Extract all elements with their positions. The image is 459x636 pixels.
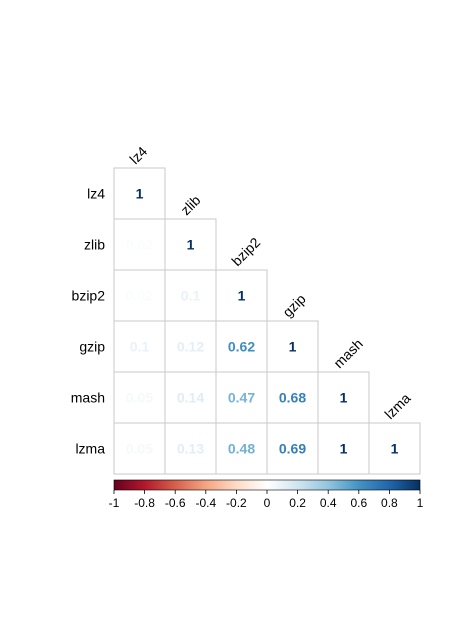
row-label-lzma: lzma — [75, 441, 105, 457]
heatmap-cell-lzma-bzip2 — [215, 422, 268, 475]
row-label-bzip2: bzip2 — [72, 288, 106, 304]
cell-value-label: 0.13 — [177, 441, 204, 457]
cell-value-label: 0.47 — [228, 390, 255, 406]
column-label-lz4: lz4 — [126, 143, 150, 167]
cell-value-label: 1 — [391, 441, 399, 457]
cell-value-label: 0.12 — [177, 339, 204, 355]
cell-value-label: 1 — [289, 339, 297, 355]
heatmap-cell-lzma-lzma — [368, 422, 421, 475]
column-label-bzip2: bzip2 — [228, 234, 263, 269]
colorbar-tick-label: 0.8 — [381, 496, 398, 510]
colorbar-tick-label: -0.8 — [134, 496, 155, 510]
cell-value-label: 0.02 — [126, 237, 153, 253]
colorbar-tick-label: 0.4 — [320, 496, 337, 510]
cell-value-label: 1 — [340, 441, 348, 457]
heatmap-cell-mash-gzip — [266, 371, 319, 424]
cell-value-label: 0.1 — [130, 339, 150, 355]
colorbar-tick-label: 0 — [264, 496, 271, 510]
cell-value-label: 1 — [136, 186, 144, 202]
colorbar-tick-label: -0.4 — [195, 496, 216, 510]
heatmap-cell-mash-zlib — [164, 371, 217, 424]
row-label-zlib: zlib — [84, 237, 105, 253]
colorbar-tick-label: 0.6 — [350, 496, 367, 510]
colorbar-tick-label: -1 — [109, 496, 120, 510]
colorbar-tick-label: 1 — [417, 496, 424, 510]
colorbar-tick-label: -0.6 — [165, 496, 186, 510]
heatmap-cell-zlib-lz4 — [113, 218, 166, 271]
colorbar-tick-label: -0.2 — [226, 496, 247, 510]
cell-value-label: 0.1 — [181, 288, 201, 304]
cell-value-label: 0.05 — [126, 441, 153, 457]
row-label-lz4: lz4 — [87, 186, 105, 202]
row-label-mash: mash — [71, 390, 105, 406]
cell-value-label: 0.62 — [228, 339, 255, 355]
heatmap-cells: 1 0.02 1 0.02 0.1 1 0.1 0.12 0.62 1 0.05 0.14 0.47 0.… — [113, 167, 421, 475]
colorbar: -1 -0.8 -0.6 -0.4 -0.2 0 0.2 0.4 0.6 0.8 1 — [109, 479, 424, 510]
colorbar-tick-label: 0.2 — [289, 496, 306, 510]
heatmap-cell-lzma-lz4 — [113, 422, 166, 475]
heatmap-cell-lzma-zlib — [164, 422, 217, 475]
cell-value-label: 1 — [238, 288, 246, 304]
row-label-gzip: gzip — [79, 339, 105, 355]
column-label-lzma: lzma — [381, 390, 413, 422]
column-label-mash: mash — [330, 336, 366, 372]
heatmap-cell-gzip-zlib — [164, 320, 217, 373]
cell-value-label: 0.69 — [279, 441, 306, 457]
cell-value-label: 0.05 — [126, 390, 153, 406]
cell-value-label: 1 — [340, 390, 348, 406]
heatmap-cell-gzip-gzip — [266, 320, 319, 373]
cell-value-label: 0.14 — [177, 390, 204, 406]
colorbar-gradient — [113, 479, 421, 491]
cell-value-label: 0.48 — [228, 441, 255, 457]
cell-value-label: 1 — [187, 237, 195, 253]
heatmap-cell-bzip2-bzip2 — [215, 269, 268, 322]
cell-value-label: 0.68 — [279, 390, 306, 406]
heatmap-cell-lzma-mash — [317, 422, 370, 475]
heatmap-cell-lzma-gzip — [266, 422, 319, 475]
column-label-gzip: gzip — [279, 290, 309, 320]
heatmap-cell-lz4-lz4 — [113, 167, 166, 220]
heatmap-cell-zlib-zlib — [164, 218, 217, 271]
row-labels: lz4 zlib bzip2 gzip mash lzma — [71, 186, 105, 457]
column-label-zlib: zlib — [177, 192, 203, 218]
cell-value-label: 0.02 — [126, 288, 153, 304]
